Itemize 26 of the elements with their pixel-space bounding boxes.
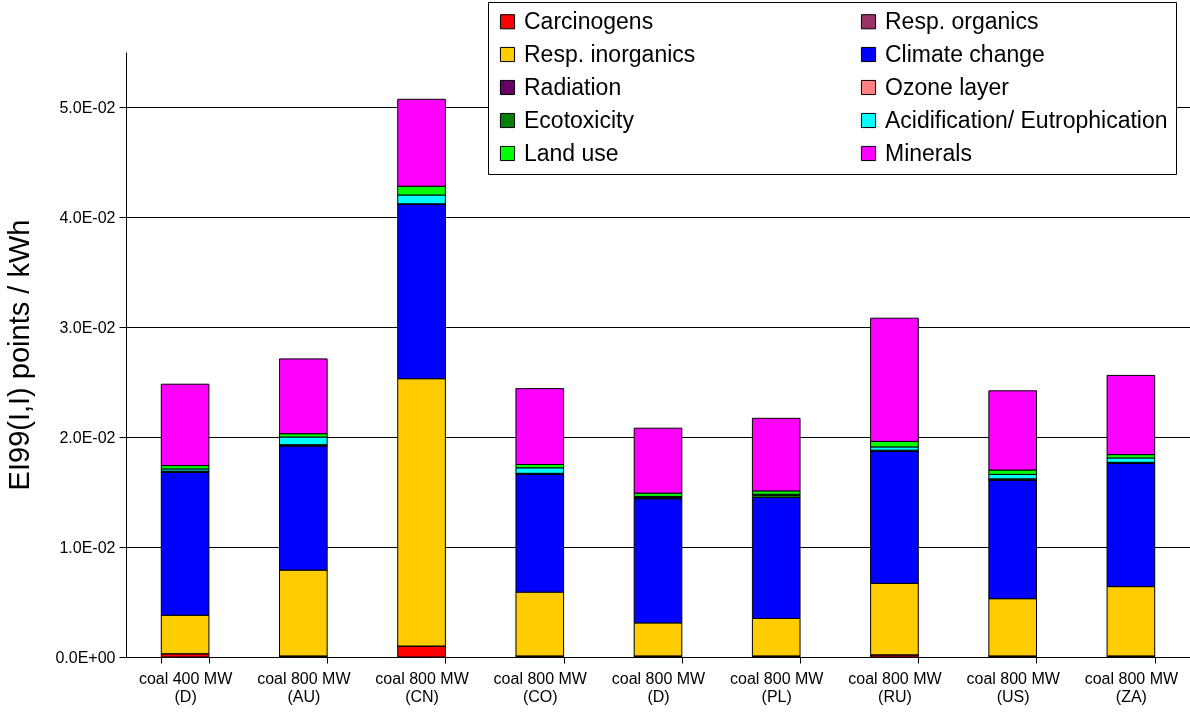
- legend-label: Resp. inorganics: [524, 40, 696, 67]
- y-tick-label: 5.0E-02: [59, 98, 116, 116]
- x-tick-label: coal 800 MW (D): [611, 669, 707, 705]
- legend-label: Climate change: [885, 40, 1045, 67]
- y-tick-label: 0.0E+00: [55, 648, 116, 666]
- x-tick-label: coal 800 MW (RU): [848, 669, 943, 705]
- legend-label: Radiation: [524, 73, 622, 100]
- x-tick-label: coal 800 MW (PL): [730, 669, 825, 705]
- y-axis-title: EI99(I,I) points / kWh: [3, 219, 36, 491]
- x-tick-label: coal 400 MW (D): [138, 669, 234, 705]
- x-tick-label: coal 800 MW (US): [966, 669, 1061, 705]
- x-tick-label: coal 800 MW (AU): [257, 669, 352, 705]
- legend-label: Ozone layer: [885, 73, 1010, 100]
- legend-label: Acidification/ Eutrophication: [885, 106, 1168, 133]
- x-tick-label: coal 800 MW (ZA): [1084, 669, 1179, 705]
- y-tick-label: 2.0E-02: [59, 428, 116, 446]
- legend-label: Ecotoxicity: [524, 106, 635, 133]
- legend-label: Land use: [524, 139, 619, 166]
- y-tick-label: 3.0E-02: [59, 318, 116, 336]
- x-tick-label: coal 800 MW (CN): [375, 669, 470, 705]
- x-tick-label: coal 800 MW (CO): [493, 669, 588, 705]
- legend-label: Resp. organics: [885, 7, 1039, 34]
- y-tick-label: 1.0E-02: [59, 538, 116, 556]
- legend-label: Minerals: [885, 139, 972, 166]
- legend-label: Carcinogens: [524, 7, 654, 34]
- y-tick-label: 4.0E-02: [59, 208, 116, 226]
